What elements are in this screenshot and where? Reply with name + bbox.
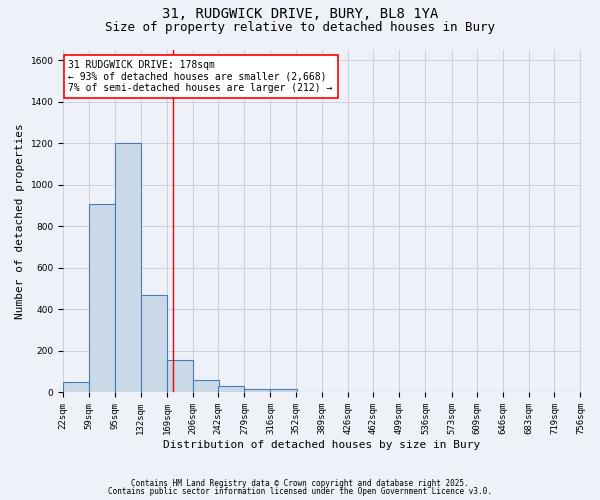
Bar (63, 382, 89, 392)
Text: Contains HM Land Registry data © Crown copyright and database right 2025.: Contains HM Land Registry data © Crown c… (131, 478, 469, 488)
X-axis label: Distribution of detached houses by size in Bury: Distribution of detached houses by size … (163, 440, 481, 450)
Bar (244, 390, 271, 392)
Bar (89, 204, 115, 392)
Text: 31 RUDGWICK DRIVE: 178sqm
← 93% of detached houses are smaller (2,668)
7% of sem: 31 RUDGWICK DRIVE: 178sqm ← 93% of detac… (68, 60, 333, 94)
Text: 31, RUDGWICK DRIVE, BURY, BL8 1YA: 31, RUDGWICK DRIVE, BURY, BL8 1YA (162, 8, 438, 22)
Text: Size of property relative to detached houses in Bury: Size of property relative to detached ho… (105, 21, 495, 34)
Bar (141, 295, 167, 392)
Bar (193, 380, 219, 392)
Text: Contains public sector information licensed under the Open Government Licence v3: Contains public sector information licen… (108, 488, 492, 496)
Bar (218, 386, 244, 392)
Bar (271, 390, 296, 392)
Y-axis label: Number of detached properties: Number of detached properties (15, 124, 25, 319)
Bar (115, 144, 141, 392)
Bar (167, 360, 193, 392)
